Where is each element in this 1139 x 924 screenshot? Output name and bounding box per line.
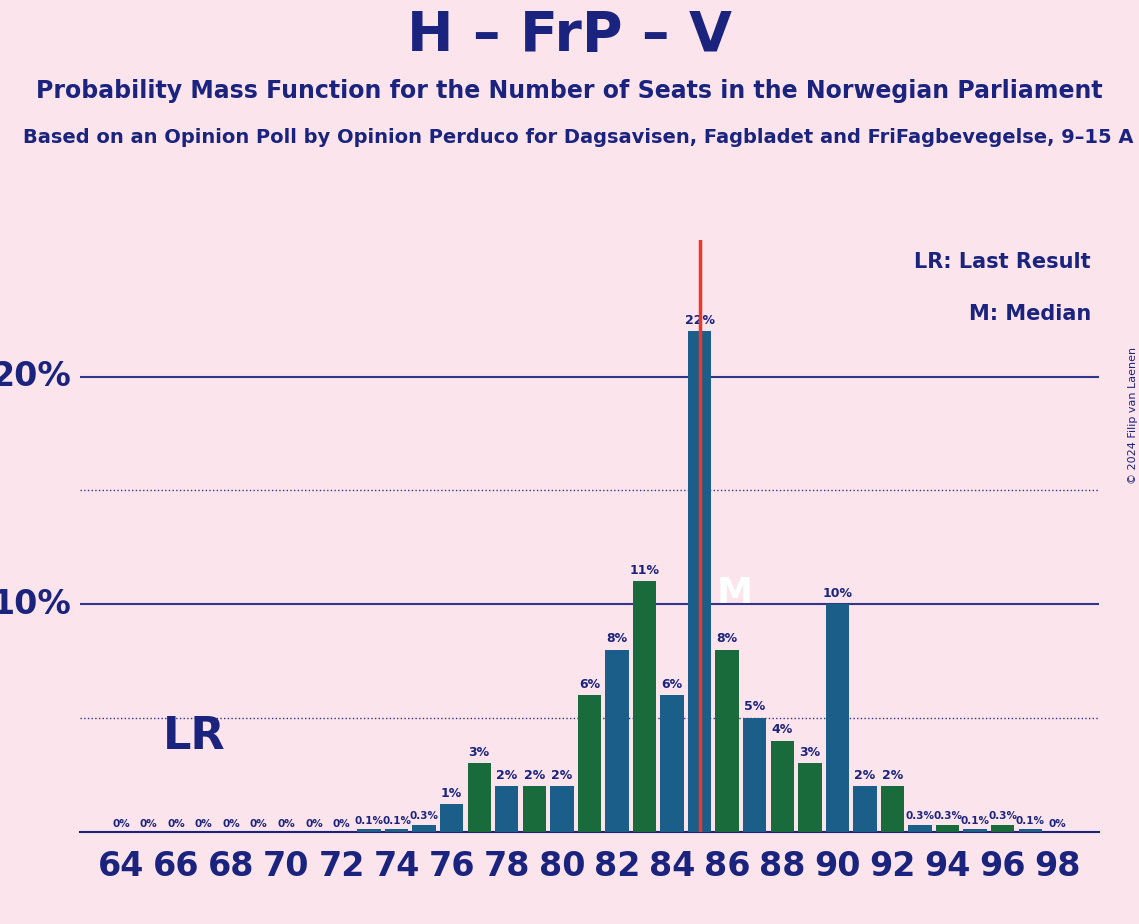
Bar bbox=[743, 718, 767, 832]
Text: 2%: 2% bbox=[854, 769, 876, 782]
Bar bbox=[550, 786, 574, 832]
Text: LR: Last Result: LR: Last Result bbox=[915, 251, 1091, 272]
Text: 0%: 0% bbox=[305, 819, 322, 829]
Bar bbox=[412, 825, 436, 832]
Text: 22%: 22% bbox=[685, 313, 714, 327]
Text: 8%: 8% bbox=[606, 632, 628, 645]
Bar bbox=[826, 604, 849, 832]
Text: 8%: 8% bbox=[716, 632, 738, 645]
Text: 0.1%: 0.1% bbox=[960, 816, 990, 826]
Bar bbox=[908, 825, 932, 832]
Text: 0.3%: 0.3% bbox=[989, 811, 1017, 821]
Text: 0%: 0% bbox=[333, 819, 351, 829]
Bar bbox=[880, 786, 904, 832]
Bar bbox=[605, 650, 629, 832]
Bar bbox=[467, 763, 491, 832]
Text: 5%: 5% bbox=[744, 700, 765, 713]
Text: H – FrP – V: H – FrP – V bbox=[407, 9, 732, 63]
Text: 0%: 0% bbox=[167, 819, 185, 829]
Text: 3%: 3% bbox=[468, 746, 490, 759]
Text: Probability Mass Function for the Number of Seats in the Norwegian Parliament: Probability Mass Function for the Number… bbox=[36, 79, 1103, 103]
Text: 2%: 2% bbox=[524, 769, 544, 782]
Bar bbox=[853, 786, 877, 832]
Text: 0.1%: 0.1% bbox=[1016, 816, 1044, 826]
Text: © 2024 Filip van Laenen: © 2024 Filip van Laenen bbox=[1129, 347, 1138, 484]
Text: M: Median: M: Median bbox=[968, 304, 1091, 324]
Text: 1%: 1% bbox=[441, 786, 462, 800]
Text: 10%: 10% bbox=[822, 587, 852, 600]
Text: 0%: 0% bbox=[1049, 819, 1067, 829]
Bar bbox=[991, 825, 1015, 832]
Text: 0%: 0% bbox=[278, 819, 295, 829]
Bar bbox=[715, 650, 739, 832]
Text: Based on an Opinion Poll by Opinion Perduco for Dagsavisen, Fagbladet and FriFag: Based on an Opinion Poll by Opinion Perd… bbox=[23, 128, 1133, 147]
Text: 0%: 0% bbox=[195, 819, 213, 829]
Bar bbox=[495, 786, 518, 832]
Text: 0.1%: 0.1% bbox=[354, 816, 384, 826]
Bar bbox=[1018, 830, 1042, 832]
Bar bbox=[577, 695, 601, 832]
Bar bbox=[523, 786, 546, 832]
Bar bbox=[964, 830, 986, 832]
Text: 3%: 3% bbox=[800, 746, 820, 759]
Bar bbox=[440, 804, 464, 832]
Text: 0.3%: 0.3% bbox=[906, 811, 935, 821]
Bar bbox=[633, 581, 656, 832]
Text: 0.1%: 0.1% bbox=[382, 816, 411, 826]
Text: 6%: 6% bbox=[579, 677, 600, 690]
Bar bbox=[385, 830, 408, 832]
Text: 2%: 2% bbox=[497, 769, 517, 782]
Text: 0%: 0% bbox=[112, 819, 130, 829]
Text: 2%: 2% bbox=[882, 769, 903, 782]
Text: 0%: 0% bbox=[249, 819, 268, 829]
Text: 0%: 0% bbox=[140, 819, 157, 829]
Text: 20%: 20% bbox=[0, 360, 72, 394]
Text: 0.3%: 0.3% bbox=[933, 811, 962, 821]
Bar bbox=[771, 741, 794, 832]
Text: 0%: 0% bbox=[222, 819, 240, 829]
Text: 4%: 4% bbox=[771, 723, 793, 736]
Text: 2%: 2% bbox=[551, 769, 573, 782]
Text: M: M bbox=[716, 576, 752, 610]
Bar bbox=[798, 763, 821, 832]
Bar bbox=[688, 331, 712, 832]
Bar bbox=[661, 695, 683, 832]
Text: LR: LR bbox=[163, 714, 226, 758]
Text: 0.3%: 0.3% bbox=[410, 811, 439, 821]
Bar bbox=[358, 830, 380, 832]
Text: 11%: 11% bbox=[630, 564, 659, 577]
Bar bbox=[936, 825, 959, 832]
Text: 10%: 10% bbox=[0, 588, 72, 621]
Text: 6%: 6% bbox=[662, 677, 682, 690]
